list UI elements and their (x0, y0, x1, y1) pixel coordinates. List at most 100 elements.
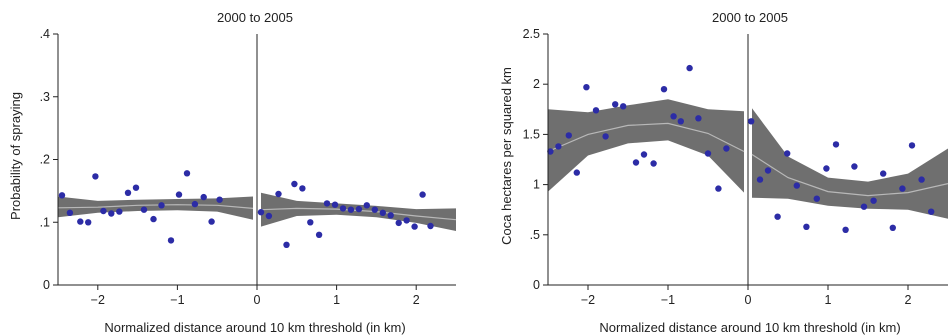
data-point (823, 165, 830, 172)
confidence-band-left (58, 196, 253, 220)
data-point (784, 150, 791, 157)
data-point (58, 192, 66, 199)
data-point (899, 185, 906, 192)
data-point (363, 202, 370, 209)
data-point (908, 142, 916, 149)
data-point (419, 191, 426, 198)
data-point (686, 64, 693, 72)
y-axis-label: Probability of spraying (8, 92, 23, 220)
data-point (889, 224, 896, 231)
x-tick-label: 1 (333, 293, 340, 307)
x-tick-label: −2 (581, 293, 595, 307)
data-point (851, 163, 858, 170)
data-point (748, 118, 755, 125)
data-point (331, 201, 339, 208)
data-point (167, 237, 175, 244)
data-point (715, 185, 722, 192)
data-point (695, 115, 702, 122)
x-tick-label: 1 (825, 293, 832, 307)
confidence-band-left (548, 99, 744, 193)
data-point (339, 205, 347, 212)
data-point (100, 207, 107, 215)
data-point (832, 141, 840, 148)
y-tick-label: .2 (40, 153, 50, 167)
data-point (140, 206, 148, 213)
data-point (620, 103, 627, 110)
data-point (200, 193, 207, 201)
data-point (371, 206, 378, 213)
data-point (299, 185, 306, 192)
data-point (275, 190, 282, 198)
data-point (612, 101, 619, 108)
y-tick-label: 2.5 (523, 27, 540, 41)
data-point (555, 143, 562, 150)
data-point (307, 219, 314, 226)
data-point (175, 191, 183, 198)
x-tick-label: 2 (905, 293, 912, 307)
data-point (660, 86, 668, 93)
data-point (565, 132, 572, 139)
data-point (860, 203, 868, 210)
panel-spraying: 2000 to 2005 0 .1 .2 .3 .4 −2 −1 0 1 2 Probabilit… (8, 10, 457, 335)
fit-line-left (547, 122, 745, 153)
data-point (602, 133, 609, 140)
data-point (803, 223, 810, 230)
data-point (183, 170, 191, 177)
y-tick-label: .4 (40, 27, 50, 41)
data-point (756, 176, 764, 183)
panel-title: 2000 to 2005 (712, 10, 788, 25)
fit-line-right (751, 153, 948, 197)
data-point (216, 196, 223, 203)
y-axis-label: Coca hectares per squared km (499, 67, 514, 245)
data-point (323, 200, 331, 207)
data-point (92, 173, 99, 180)
y-tick-label: .1 (40, 215, 50, 229)
data-point (793, 182, 800, 189)
data-point (355, 205, 363, 213)
data-point (77, 218, 84, 225)
panel-coca: 2000 to 2005 0 .5 1 1.5 2 2.5 −2 −1 0 1 2 Coca hec… (499, 10, 948, 335)
data-point (842, 226, 849, 233)
data-point (208, 218, 215, 225)
y-tick-label: .3 (40, 90, 50, 104)
data-point (573, 169, 580, 176)
data-point (291, 180, 298, 188)
data-point (124, 189, 132, 196)
x-tick-label: 2 (413, 293, 420, 307)
data-point (880, 170, 887, 177)
data-point (315, 231, 323, 238)
confidence-band-right (752, 108, 948, 219)
y-tick-label: .5 (530, 228, 540, 242)
data-point (283, 241, 290, 248)
data-point (395, 219, 402, 227)
plot-area: 0 .5 1 1.5 2 2.5 −2 −1 0 1 2 (523, 27, 948, 307)
x-tick-label: −2 (91, 293, 105, 307)
x-tick-label: 0 (254, 293, 261, 307)
y-tick-label: 2 (533, 77, 540, 91)
data-point (918, 176, 925, 183)
x-tick-label: −1 (661, 293, 675, 307)
data-point (132, 184, 140, 191)
data-point (427, 222, 434, 230)
data-point (764, 167, 772, 174)
data-point (928, 208, 935, 215)
x-axis-label: Normalized distance around 10 km thresho… (599, 320, 900, 335)
y-tick-label: 1.5 (523, 127, 540, 141)
fit-line-left (57, 204, 254, 209)
x-tick-label: −1 (170, 293, 184, 307)
panel-title: 2000 to 2005 (217, 10, 293, 25)
data-point (774, 213, 781, 220)
y-tick-label: 0 (533, 278, 540, 292)
data-point (670, 113, 677, 120)
data-point (870, 197, 877, 204)
data-point (723, 145, 730, 152)
data-point (257, 209, 265, 216)
data-point (677, 118, 684, 125)
x-tick-label: 0 (745, 293, 752, 307)
data-point (632, 159, 640, 166)
data-point (150, 215, 157, 223)
data-point (108, 210, 115, 217)
plot-area: 0 .1 .2 .3 .4 −2 −1 0 1 2 (40, 27, 457, 307)
data-point (583, 84, 590, 91)
data-point (403, 217, 410, 224)
